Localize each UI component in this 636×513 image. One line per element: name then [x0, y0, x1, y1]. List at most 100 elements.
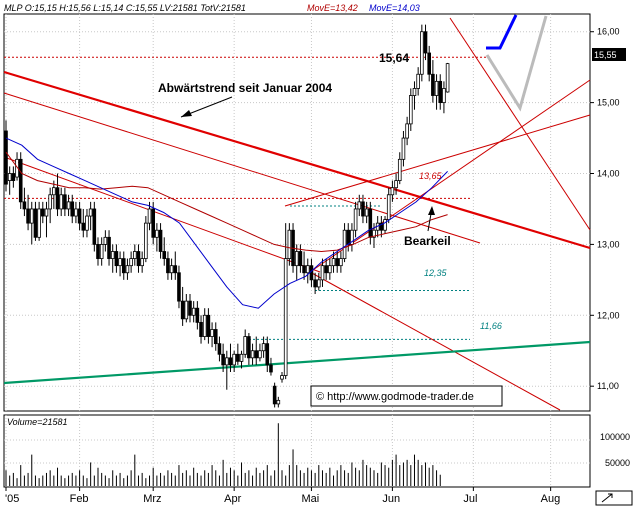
candle-body	[394, 180, 398, 189]
x-tick-label: Aug	[541, 493, 561, 505]
candle-body	[206, 314, 211, 337]
candle-body	[33, 208, 38, 238]
candle-body	[48, 194, 52, 210]
candle-body	[195, 307, 200, 323]
level-label-1365: 13,65	[419, 171, 443, 181]
candle-body	[427, 52, 431, 75]
moving-averages	[5, 137, 448, 309]
candle-body	[144, 222, 148, 259]
candle-body	[41, 208, 45, 217]
level-label-1235: 12,35	[424, 268, 448, 278]
candle-body	[309, 265, 314, 281]
bearish-projection	[485, 15, 548, 112]
candle-body	[81, 222, 86, 231]
candle-body	[151, 208, 156, 238]
candle-body	[320, 265, 325, 281]
candle-body	[59, 194, 63, 210]
y-tick-label: 12,00	[597, 310, 620, 320]
candle-body	[339, 258, 343, 267]
x-tick-label: Jul	[463, 493, 477, 505]
channel-upper-line	[284, 114, 591, 207]
volume-tick-100000: 100000	[600, 432, 630, 442]
candle-body	[324, 265, 328, 274]
y-tick-label: 16,00	[597, 27, 620, 37]
candle-body	[254, 350, 259, 359]
candle-body	[353, 208, 358, 231]
candle-body	[147, 208, 152, 224]
lower-trendline	[3, 156, 321, 273]
candle-body	[103, 236, 108, 245]
candle-body	[357, 201, 362, 210]
candle-body	[184, 300, 189, 320]
candle-body	[136, 251, 141, 267]
candle-body	[265, 343, 270, 366]
x-tick-label: Mrz	[143, 493, 161, 505]
candle-body	[132, 251, 137, 259]
expand-icon[interactable]	[595, 490, 633, 506]
candle-body	[180, 300, 185, 320]
candle-body	[342, 229, 347, 259]
candle-body	[26, 208, 30, 224]
candle-body	[302, 265, 306, 274]
candle-body	[210, 329, 214, 337]
copyright-box	[310, 385, 503, 407]
candle-body	[368, 208, 373, 238]
last-price-value: 15,55	[594, 50, 617, 60]
candlestick-series	[4, 24, 450, 408]
candle-body	[423, 31, 428, 54]
candle-body	[96, 244, 100, 259]
candle-body	[287, 229, 292, 259]
candle-body	[4, 130, 8, 185]
candle-body	[405, 123, 409, 139]
candle-body	[298, 251, 303, 267]
trendlines	[3, 14, 591, 411]
candle-body	[445, 63, 450, 93]
price-axis: 11,00 12,00 13,00 14,00 15,00 16,00	[590, 27, 620, 391]
candle-body	[236, 353, 240, 362]
candle-body	[276, 399, 281, 405]
candle-body	[438, 80, 443, 104]
candle-body	[269, 364, 273, 373]
candle-body	[305, 265, 310, 274]
candle-body	[294, 251, 299, 267]
volume-tick-50000: 50000	[605, 458, 630, 468]
candle-body	[114, 251, 119, 267]
candle-body	[37, 208, 41, 238]
candle-body	[258, 350, 262, 359]
candle-body	[77, 208, 82, 224]
price-panel	[3, 13, 591, 412]
main-downtrend-line	[3, 70, 591, 250]
candle-body	[29, 208, 34, 224]
x-tick-label: Feb	[70, 493, 89, 505]
candle-body	[335, 258, 339, 267]
candle-body	[416, 73, 420, 89]
candle-body	[390, 187, 395, 196]
candle-body	[280, 375, 284, 380]
moving-average-line	[5, 151, 448, 253]
candle-body	[442, 88, 446, 104]
candle-body	[272, 385, 277, 405]
bearkeil-label: Bearkeil	[404, 234, 451, 248]
candle-body	[70, 201, 75, 217]
candle-body	[18, 158, 23, 203]
candle-body	[99, 244, 104, 259]
candle-body	[364, 208, 369, 217]
candle-body	[191, 307, 196, 316]
copyright-text: © http://www.godmode-trader.de	[316, 391, 474, 403]
candle-body	[162, 251, 167, 259]
candle-body	[213, 329, 218, 345]
candle-body	[239, 353, 244, 362]
candle-body	[331, 258, 336, 267]
candle-body	[107, 236, 111, 259]
y-tick-label: 15,00	[597, 98, 620, 108]
candle-body	[173, 265, 178, 274]
candle-body	[52, 187, 56, 196]
candle-body	[74, 208, 78, 217]
time-axis: '05 Feb Mrz Apr Mai Jun Jul Aug	[5, 487, 560, 505]
y-tick-label: 13,00	[597, 239, 620, 249]
candle-body	[386, 194, 391, 220]
candle-body	[243, 336, 248, 355]
y-tick-label: 14,00	[597, 169, 620, 179]
peak-line	[449, 17, 591, 231]
